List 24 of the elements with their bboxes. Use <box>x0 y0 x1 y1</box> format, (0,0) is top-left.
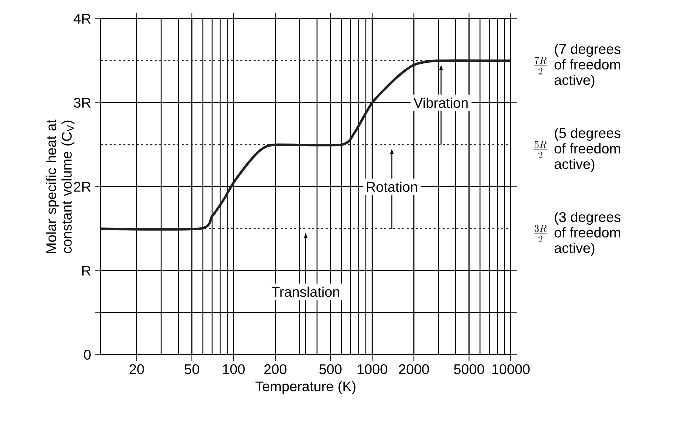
y-tick-label: R <box>82 266 91 276</box>
x-tick-label: 500 <box>320 364 342 374</box>
x-tick-label: 10000 <box>492 364 530 374</box>
x-tick-label: 5000 <box>454 364 484 374</box>
x-axis-title: Temperature (K) <box>256 381 356 394</box>
annotation: Vibration <box>414 98 468 108</box>
x-tick-label: 200 <box>264 364 287 374</box>
x-tick-label: 2000 <box>399 364 430 374</box>
x-tick-label: 1000 <box>358 364 388 374</box>
y-tick-label: 2R <box>74 182 91 192</box>
annotation: Translation <box>272 286 340 298</box>
y-tick-label: 4R <box>74 14 91 24</box>
x-tick-label: 20 <box>130 364 144 374</box>
y-tick-label: 0 <box>84 350 91 360</box>
text: (5 degrees of freedom active) <box>554 128 621 172</box>
ref-line-label: $\frac{3R}{2}$ <box>534 225 548 243</box>
text: (3 degrees of freedom active) <box>554 212 621 256</box>
ref-line-label: $\frac{5R}{2}$ <box>534 141 548 159</box>
x-tick-label: 50 <box>184 364 200 374</box>
x-tick-label: 100 <box>223 364 245 374</box>
ref-line-label: $\frac{7R}{2}$ <box>534 57 548 75</box>
annotation: Rotation <box>367 182 418 192</box>
y-tick-label: 3R <box>74 98 91 108</box>
text: (7 degrees of freedom active) <box>554 44 621 88</box>
